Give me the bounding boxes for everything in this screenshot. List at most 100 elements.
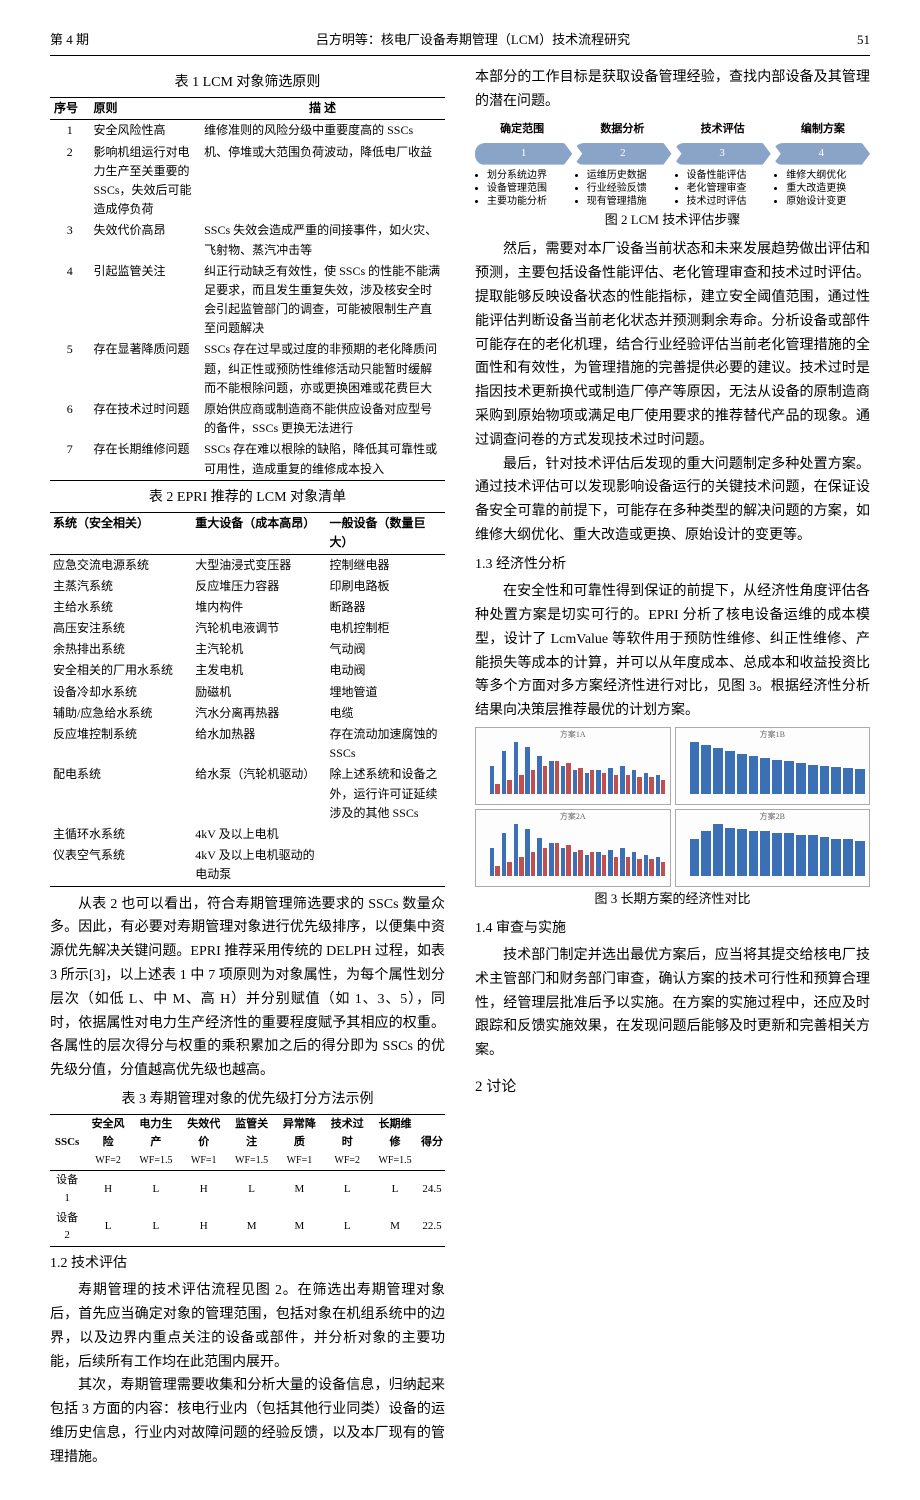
table-cell: 埋地管道 [326,682,445,703]
table-cell: M [228,1209,276,1247]
table-header: SSCs [50,1115,84,1171]
table-cell: M [276,1209,324,1247]
table-cell: 存在显著降质问题 [90,339,201,399]
table-cell: 应急交流电源系统 [50,554,192,576]
table-cell: 机、停堆或大范围负荷波动，降低电厂收益 [200,142,445,221]
table-cell: 电缆 [326,703,445,724]
table-header: WF=2 [84,1152,132,1171]
para-right-4: 在安全性和可靠性得到保证的前提下，从经济性角度评估各种处置方案是切实可行的。EP… [475,580,870,723]
table-cell: 主给水系统 [50,597,192,618]
page-header: 第 4 期 吕方明等：核电厂设备寿期管理（LCM）技术流程研究 51 [50,30,870,56]
table-header: WF=1.5 [228,1152,276,1171]
figure-2-caption: 图 2 LCM 技术评估步骤 [475,210,870,231]
table-cell: 断路器 [326,597,445,618]
table-cell: 设备 2 [50,1209,84,1247]
table-header: 电力生产 [132,1115,180,1153]
t1-h1: 原则 [90,98,201,120]
table-cell: 励磁机 [192,682,326,703]
table-cell: 影响机组运行对电力生产至关重要的 SSCs，失效后可能造成停负荷 [90,142,201,221]
table-cell: 反应堆控制系统 [50,724,192,764]
table-cell: 存在长期维修问题 [90,439,201,480]
fig2-step: 1 [475,143,572,165]
table-header: 异常降质 [276,1115,324,1153]
table-cell: H [180,1171,228,1209]
right-column: 本部分的工作目标是获取设备管理经验，查找内部设备及其管理的潜在问题。 确定范围数… [475,66,870,1470]
table-cell: L [323,1209,371,1247]
table-cell: 维修准则的风险分级中重要度高的 SSCs [200,120,445,142]
table-cell: 仪表空气系统 [50,845,192,886]
fig2-bullet: 原始设计变更 [786,195,870,208]
t1-h0: 序号 [50,98,90,120]
table-cell: 1 [50,120,90,142]
table-cell: 反应堆压力容器 [192,576,326,597]
table-cell: 印刷电路板 [326,576,445,597]
table-header: WF=2 [323,1152,371,1171]
table-cell: SSCs 存在过早或过度的非预期的老化降质问题，纠正性或预防性维修活动只能暂时缓… [200,339,445,399]
para-right-1: 本部分的工作目标是获取设备管理经验，查找内部设备及其管理的潜在问题。 [475,66,870,114]
table-header: 技术过时 [323,1115,371,1153]
t1-h2: 描 述 [200,98,445,120]
fig2-bullet: 维修大纲优化 [786,169,870,182]
table-cell: 主发电机 [192,660,326,681]
page-number: 51 [857,30,870,51]
figure-2: 确定范围数据分析技术评估编制方案 1234 划分系统边界设备管理范围主要功能分析… [475,121,870,230]
table-header: 安全风险 [84,1115,132,1153]
table-cell: L [323,1171,371,1209]
table2-title: 表 2 EPRI 推荐的 LCM 对象清单 [50,487,445,509]
table-cell: 24.5 [419,1171,445,1209]
table-cell: L [371,1171,419,1209]
table-cell: 主汽轮机 [192,639,326,660]
t2-h2: 一般设备（数量巨大） [326,513,445,554]
table-cell: 除上述系统和设备之外，运行许可证延续涉及的其他 SSCs [326,764,445,824]
para-left-3: 其次，寿期管理需要收集和分析大量的设备信息，归纳起来包括 3 方面的内容：核电行… [50,1374,445,1469]
fig2-bullet: 运维历史数据 [587,169,671,182]
table-cell: 6 [50,399,90,439]
fig2-header: 确定范围 [475,121,569,139]
fig3-panel: 方案1A [475,727,671,805]
table-cell: 7 [50,439,90,480]
table-cell: 给水泵（汽轮机驱动） [192,764,326,824]
table-cell: 汽轮机电液调节 [192,618,326,639]
fig2-step: 3 [674,143,771,165]
fig3-panel: 方案2B [675,809,871,887]
table-cell: M [371,1209,419,1247]
fig3-panel: 方案1B [675,727,871,805]
table-cell: L [132,1171,180,1209]
table-header: WF=1.5 [371,1152,419,1171]
table-cell: SSCs 失效会造成严重的间接事件，如火灾、飞射物、蒸汽冲击等 [200,220,445,260]
table-cell: H [84,1171,132,1209]
table-cell: 配电系统 [50,764,192,824]
table-cell: 4 [50,261,90,340]
fig2-bullet: 技术过时评估 [687,195,771,208]
table-cell: 汽水分离再热器 [192,703,326,724]
table3-title: 表 3 寿期管理对象的优先级打分方法示例 [50,1089,445,1111]
table-cell: 电动阀 [326,660,445,681]
fig3-panel: 方案2A [475,809,671,887]
table-cell: 电机控制柜 [326,618,445,639]
fig2-step: 2 [574,143,671,165]
table-cell: 2 [50,142,90,221]
figure-3: 方案1A方案1B方案2A方案2B [475,727,870,887]
para-left-1: 从表 2 也可以看出，符合寿期管理筛选要求的 SSCs 数量众多。因此，有必要对… [50,893,445,1083]
table-cell [326,824,445,845]
section-1-2-title: 1.2 技术评估 [50,1253,445,1275]
table-cell: L [228,1171,276,1209]
table-cell: L [84,1209,132,1247]
fig2-bullet: 老化管理审查 [687,182,771,195]
table-cell: 给水加热器 [192,724,326,764]
table-header: WF=1 [276,1152,324,1171]
table1: 序号 原则 描 述 1安全风险性高维修准则的风险分级中重要度高的 SSCs2影响… [50,97,445,481]
left-column: 表 1 LCM 对象筛选原则 序号 原则 描 述 1安全风险性高维修准则的风险分… [50,66,445,1470]
table-cell: 余热排出系统 [50,639,192,660]
table-cell: 4kV 及以上电机驱动的电动泵 [192,845,326,886]
fig2-header: 数据分析 [575,121,669,139]
table-header: 监管关注 [228,1115,276,1153]
table-header: WF=1.5 [132,1152,180,1171]
table-cell: 气动阀 [326,639,445,660]
table-header: 长期维修 [371,1115,419,1153]
table-cell: 纠正行动缺乏有效性，使 SSCs 的性能不能满足要求，而且发生重复失效，涉及核安… [200,261,445,340]
fig2-header: 编制方案 [776,121,870,139]
para-right-3: 最后，针对技术评估后发现的重大问题制定多种处置方案。通过技术评估可以发现影响设备… [475,453,870,548]
para-right-2: 然后，需要对本厂设备当前状态和未来发展趋势做出评估和预测，主要包括设备性能评估、… [475,238,870,452]
t2-h0: 系统（安全相关） [50,513,192,554]
